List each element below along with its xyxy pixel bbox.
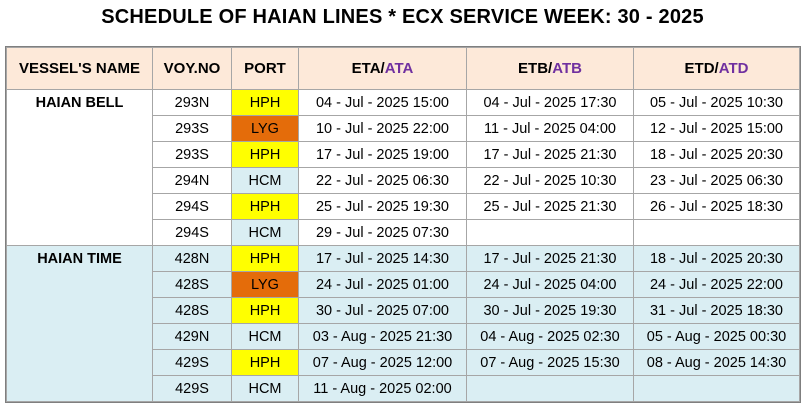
eta: 03 - Aug - 2025 21:30 xyxy=(298,323,467,350)
eta: 30 - Jul - 2025 07:00 xyxy=(298,297,467,324)
table-body: HAIAN BELL 293N HPH 04 - Jul - 2025 15:00 04… xyxy=(6,89,800,402)
eta: 11 - Aug - 2025 02:00 xyxy=(298,375,467,402)
column-header: ETB/ATB xyxy=(466,47,634,90)
voyage-no: 428N xyxy=(152,245,232,272)
port: HPH xyxy=(231,193,299,220)
column-header-alt: ATB xyxy=(552,60,582,77)
eta: 22 - Jul - 2025 06:30 xyxy=(298,167,467,194)
voyage-no: 293S xyxy=(152,115,232,142)
eta: 17 - Jul - 2025 19:00 xyxy=(298,141,467,168)
etb: 17 - Jul - 2025 21:30 xyxy=(466,245,634,272)
voyage-no: 293N xyxy=(152,89,232,116)
column-header: PORT xyxy=(231,47,299,90)
etd: 05 - Jul - 2025 10:30 xyxy=(633,89,800,116)
schedule-row: 429N HCM 03 - Aug - 2025 21:30 04 - Aug - 2… xyxy=(6,323,800,350)
etd: 05 - Aug - 2025 00:30 xyxy=(633,323,800,350)
schedule-row: 429S HCM 11 - Aug - 2025 02:00 xyxy=(6,375,800,402)
etd: 08 - Aug - 2025 14:30 xyxy=(633,349,800,376)
etb: 24 - Jul - 2025 04:00 xyxy=(466,271,634,298)
voyage-no: 429N xyxy=(152,323,232,350)
etd xyxy=(633,375,800,402)
schedule-row: HAIAN BELL 293N HPH 04 - Jul - 2025 15:00 04… xyxy=(6,89,800,246)
etd xyxy=(633,219,800,246)
vessel-name: HAIAN TIME xyxy=(6,245,153,402)
etd: 31 - Jul - 2025 18:30 xyxy=(633,297,800,324)
eta: 24 - Jul - 2025 01:00 xyxy=(298,271,467,298)
title: SCHEDULE OF HAIAN LINES * ECX SERVICE WE… xyxy=(101,6,704,28)
etb: 11 - Jul - 2025 04:00 xyxy=(466,115,634,142)
voyage-no: 294S xyxy=(152,219,232,246)
column-header: VOY.NO xyxy=(152,47,232,90)
vessel-name: HAIAN BELL xyxy=(6,89,153,246)
voyage-no: 429S xyxy=(152,375,232,402)
schedule-table: VESSEL'S NAME VOY.NO PORT ETA/ATA ETB/ATB ETD… xyxy=(5,46,801,403)
etb xyxy=(466,219,634,246)
column-header-text: ETD/ xyxy=(684,60,719,77)
schedule-row: HAIAN TIME 428N HPH 17 - Jul - 2025 14:30 17… xyxy=(6,245,800,402)
port: HCM xyxy=(231,375,299,402)
column-header-alt: ATD xyxy=(718,60,749,77)
etd: 12 - Jul - 2025 15:00 xyxy=(633,115,800,142)
column-header-text: VESSEL'S NAME xyxy=(18,60,141,77)
column-header-text: ETB/ xyxy=(518,60,553,77)
schedule-row: 293S LYG 10 - Jul - 2025 22:00 11 - Jul - 2… xyxy=(6,115,800,142)
voyage-no: 293S xyxy=(152,141,232,168)
port: HPH xyxy=(231,245,299,272)
voyage-no: 429S xyxy=(152,349,232,376)
etd: 18 - Jul - 2025 20:30 xyxy=(633,245,800,272)
eta: 17 - Jul - 2025 14:30 xyxy=(298,245,467,272)
port: HCM xyxy=(231,167,299,194)
etb: 30 - Jul - 2025 19:30 xyxy=(466,297,634,324)
port: HPH xyxy=(231,349,299,376)
eta: 04 - Jul - 2025 15:00 xyxy=(298,89,467,116)
eta: 07 - Aug - 2025 12:00 xyxy=(298,349,467,376)
column-header: ETA/ATA xyxy=(298,47,467,90)
voyage-no: 294N xyxy=(152,167,232,194)
etb: 22 - Jul - 2025 10:30 xyxy=(466,167,634,194)
port: HPH xyxy=(231,89,299,116)
port: HPH xyxy=(231,141,299,168)
port: HCM xyxy=(231,219,299,246)
eta: 10 - Jul - 2025 22:00 xyxy=(298,115,467,142)
etb: 17 - Jul - 2025 21:30 xyxy=(466,141,634,168)
eta: 29 - Jul - 2025 07:30 xyxy=(298,219,467,246)
schedule-row: 294S HCM 29 - Jul - 2025 07:30 xyxy=(6,219,800,246)
etb xyxy=(466,375,634,402)
etb: 04 - Aug - 2025 02:30 xyxy=(466,323,634,350)
column-header: VESSEL'S NAME xyxy=(6,47,153,90)
eta: 25 - Jul - 2025 19:30 xyxy=(298,193,467,220)
column-header-alt: ATA xyxy=(384,60,414,77)
port: HPH xyxy=(231,297,299,324)
etd: 18 - Jul - 2025 20:30 xyxy=(633,141,800,168)
etb: 25 - Jul - 2025 21:30 xyxy=(466,193,634,220)
etd: 26 - Jul - 2025 18:30 xyxy=(633,193,800,220)
etb: 07 - Aug - 2025 15:30 xyxy=(466,349,634,376)
voyage-no: 294S xyxy=(152,193,232,220)
port: LYG xyxy=(231,115,299,142)
column-header-text: VOY.NO xyxy=(163,60,221,77)
column-header-text: ETA/ xyxy=(351,60,385,77)
column-header: ETD/ATD xyxy=(633,47,800,90)
etd: 23 - Jul - 2025 06:30 xyxy=(633,167,800,194)
schedule-row: 429S HPH 07 - Aug - 2025 12:00 07 - Aug - 2… xyxy=(6,349,800,376)
etb: 04 - Jul - 2025 17:30 xyxy=(466,89,634,116)
header-row: VESSEL'S NAME VOY.NO PORT ETA/ATA ETB/ATB ETD… xyxy=(6,47,800,90)
port: HCM xyxy=(231,323,299,350)
port: LYG xyxy=(231,271,299,298)
column-header-text: PORT xyxy=(244,60,286,77)
voyage-no: 428S xyxy=(152,297,232,324)
voyage-no: 428S xyxy=(152,271,232,298)
etd: 24 - Jul - 2025 22:00 xyxy=(633,271,800,298)
